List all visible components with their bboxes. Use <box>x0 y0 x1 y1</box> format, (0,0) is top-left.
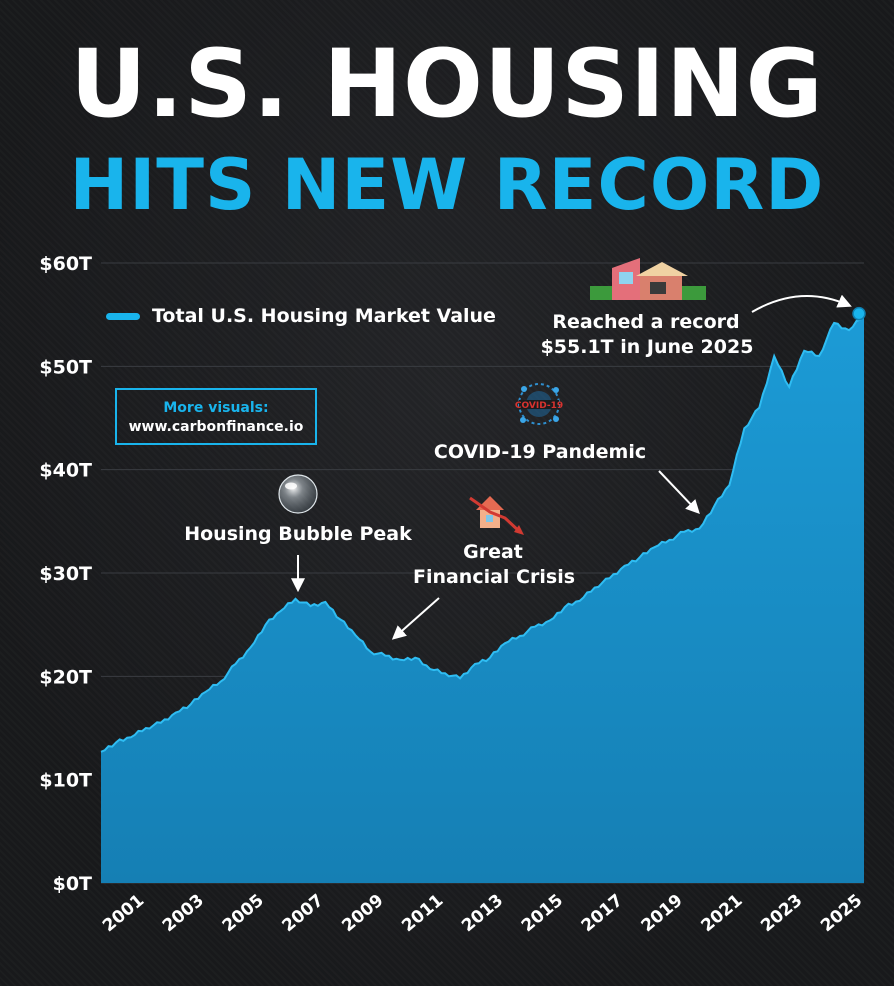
annotation-gfc-line1: Great <box>463 541 523 563</box>
x-tick-label: 2025 <box>817 891 866 937</box>
series-line <box>100 313 865 753</box>
record-point <box>852 306 866 321</box>
annotation-record-line1: Reached a record <box>552 311 739 333</box>
x-tick-label: 2005 <box>219 891 268 937</box>
x-tick-label: 2023 <box>757 891 806 937</box>
promo-box[interactable]: More visuals: www.carbonfinance.io <box>115 388 317 445</box>
falling-house-icon <box>469 496 524 535</box>
annotation-gfc-line2: Financial Crisis <box>413 566 575 588</box>
y-tick-label: $50T <box>39 356 92 378</box>
covid-virus-icon: COVID-19 <box>515 383 563 425</box>
x-tick-label: 2009 <box>338 891 387 937</box>
y-tick-label: $20T <box>39 666 92 688</box>
x-tick-label: 2017 <box>578 891 627 937</box>
arrow-covid <box>658 470 700 515</box>
promo-heading: More visuals: <box>163 400 269 416</box>
legend-label: Total U.S. Housing Market Value <box>152 305 496 327</box>
annotation-record-line2: $55.1T in June 2025 <box>541 336 754 358</box>
promo-link[interactable]: www.carbonfinance.io <box>128 419 304 435</box>
annotation-bubble-peak: Housing Bubble Peak <box>184 523 412 545</box>
bubble-icon <box>278 474 318 514</box>
x-tick-label: 2003 <box>159 891 208 937</box>
x-tick-label: 2013 <box>458 891 507 937</box>
legend-swatch <box>106 312 140 320</box>
series-area <box>101 313 864 884</box>
x-tick-label: 2007 <box>279 891 328 937</box>
x-axis: 2001 2003 2005 2007 2009 2011 2013 2015 2017 2019… <box>99 891 866 937</box>
houses-icon <box>590 258 706 300</box>
y-tick-label: $40T <box>39 460 92 482</box>
y-axis: $0T $10T $20T $30T $40T $50T $60T <box>39 253 92 895</box>
arrow-record <box>751 294 852 313</box>
y-tick-label: $0T <box>53 873 92 895</box>
x-tick-label: 2011 <box>398 891 447 937</box>
x-tick-label: 2019 <box>638 891 687 937</box>
headline-line-2: HITS NEW RECORD <box>69 144 825 226</box>
x-tick-label: 2021 <box>697 891 746 937</box>
y-tick-label: $10T <box>39 770 92 792</box>
x-tick-label: 2015 <box>518 891 567 937</box>
arrow-gfc <box>391 597 440 640</box>
svg-text:COVID-19: COVID-19 <box>515 401 563 411</box>
annotation-covid: COVID-19 Pandemic <box>434 441 646 463</box>
headline-line-1: U.S. HOUSING <box>70 30 824 139</box>
x-tick-label: 2001 <box>99 891 148 937</box>
y-tick-label: $30T <box>39 563 92 585</box>
y-tick-label: $60T <box>39 253 92 275</box>
legend: Total U.S. Housing Market Value <box>106 305 496 327</box>
